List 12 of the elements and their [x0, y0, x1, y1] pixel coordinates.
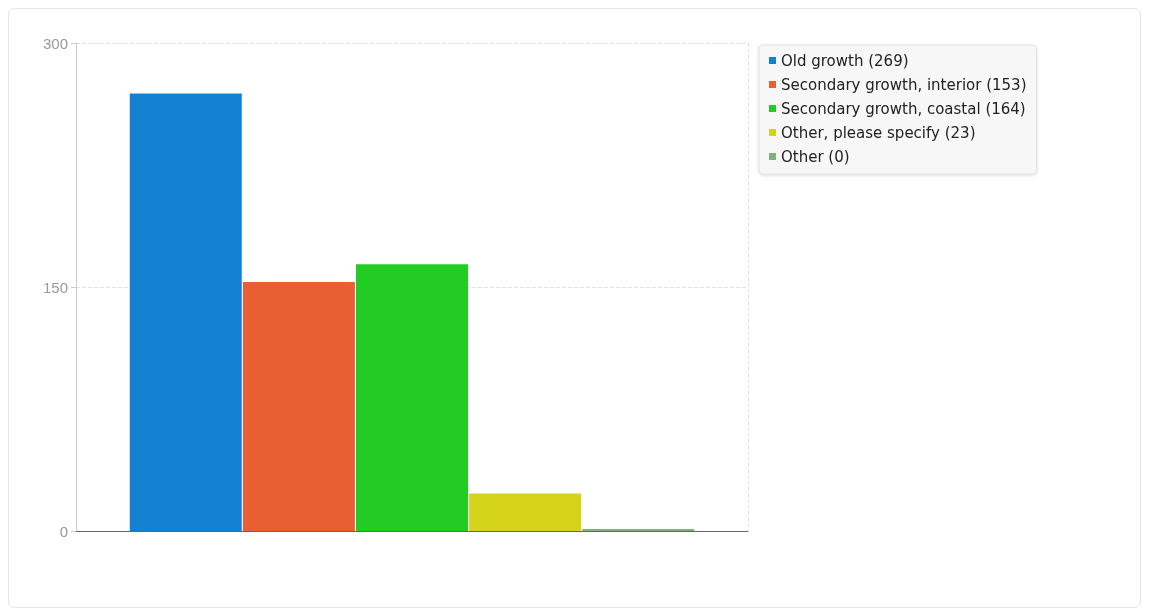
bar — [242, 282, 355, 531]
bar — [356, 264, 468, 531]
bar — [129, 93, 242, 531]
legend-label: Other (0) — [781, 147, 850, 166]
legend-label: Secondary growth, interior (153) — [781, 75, 1027, 94]
y-tick-label: 300 — [42, 34, 68, 52]
bar — [469, 493, 582, 531]
legend-label: Other, please specify (23) — [781, 123, 976, 142]
y-tick-label: 150 — [42, 278, 68, 296]
legend-label: Old growth (269) — [781, 51, 909, 70]
legend-label: Secondary growth, coastal (164) — [781, 99, 1026, 118]
y-tick-label: 0 — [59, 522, 68, 540]
